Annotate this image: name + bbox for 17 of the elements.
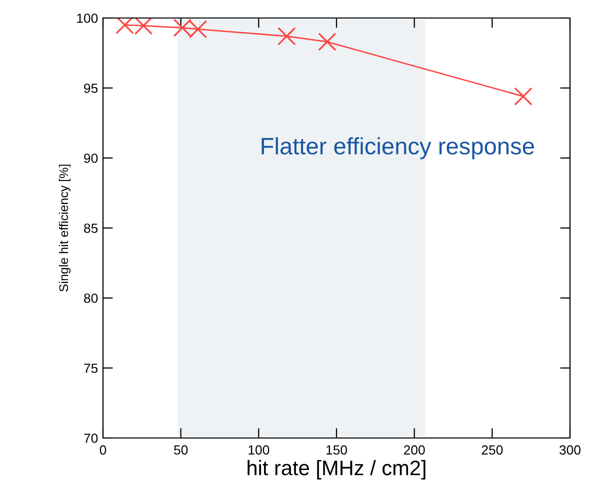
y-tick-label: 80 — [84, 294, 98, 303]
x-tick-label: 100 — [248, 445, 270, 455]
y-tick-label: 70 — [84, 434, 98, 443]
x-tick-label: 50 — [174, 445, 188, 455]
x-axis-title: hit rate [MHz / cm2] — [248, 460, 426, 480]
y-axis-title: Single hit efficiency [%] — [58, 164, 71, 292]
x-tick-label: 300 — [559, 445, 580, 455]
y-tick-label: 75 — [84, 364, 98, 373]
x-tick-label: 200 — [404, 445, 425, 455]
y-tick-label: 95 — [84, 84, 98, 93]
y-tick-label: 100 — [77, 14, 98, 23]
y-tick-label: 90 — [84, 154, 98, 163]
x-tick-label: 250 — [482, 445, 503, 455]
y-tick-label: 85 — [84, 224, 98, 233]
annotation: Flatter efficiency response — [262, 137, 534, 160]
x-tick-label: 150 — [326, 445, 347, 455]
x-tick-label: 0 — [100, 445, 106, 455]
